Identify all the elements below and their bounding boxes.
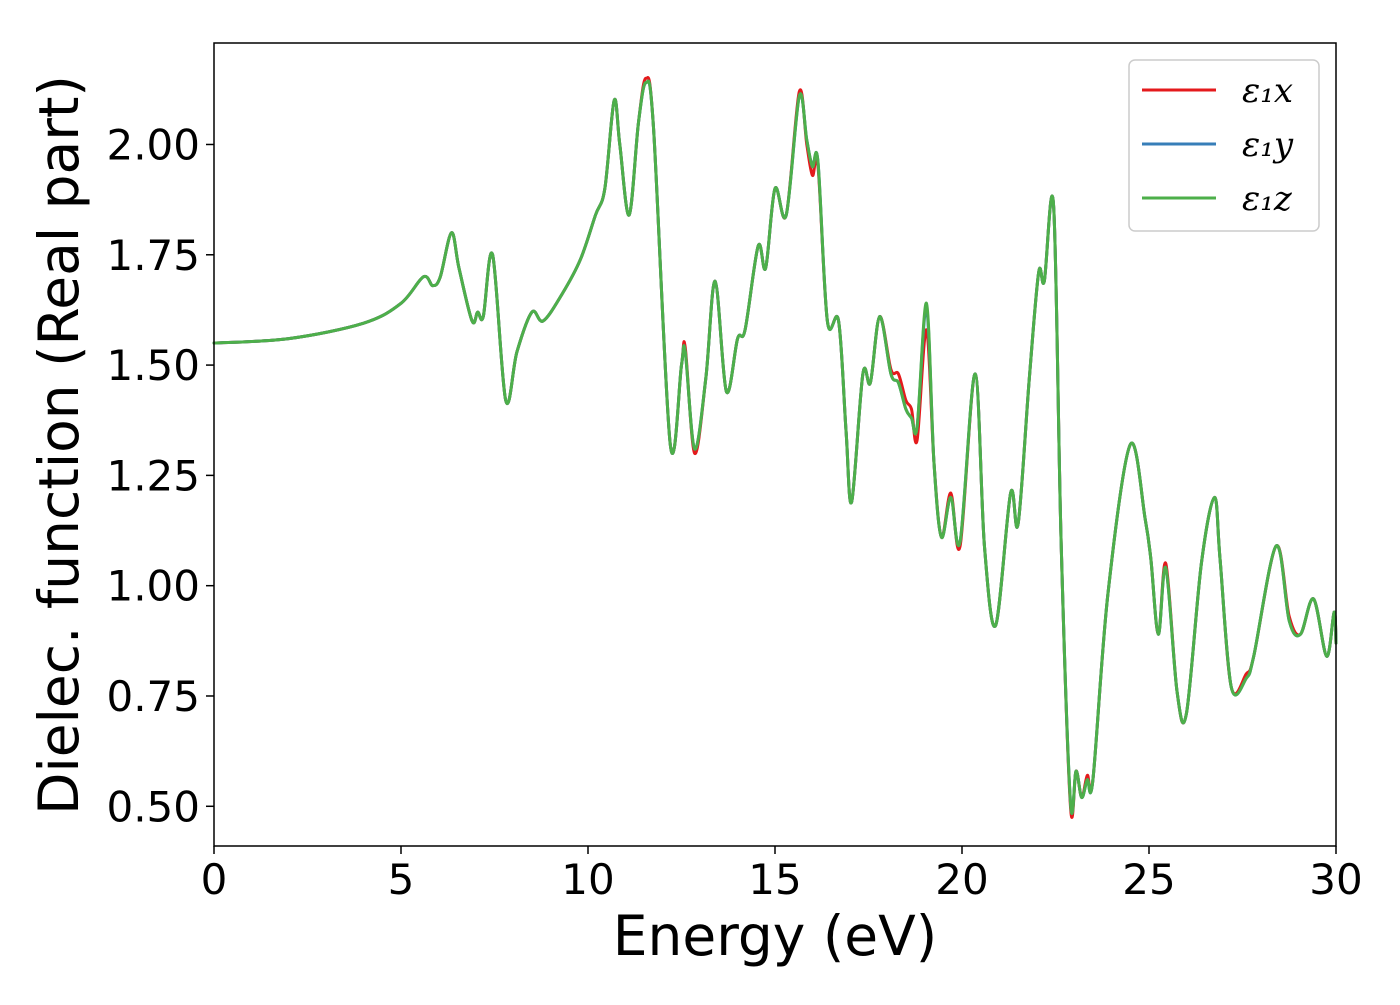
y-tick-label: 0.75 <box>106 672 200 721</box>
y-axis-ticks: 0.50 0.75 1.00 1.25 1.50 1.75 2.00 <box>106 120 214 831</box>
y-tick-label: 2.00 <box>106 120 200 169</box>
x-tick-label: 20 <box>935 855 988 904</box>
y-tick-label: 1.50 <box>106 341 200 390</box>
x-tick-label: 0 <box>201 855 228 904</box>
series-layer <box>212 76 1338 819</box>
x-tick-label: 15 <box>748 855 801 904</box>
x-axis-ticks: 0 5 10 15 20 25 30 <box>201 846 1363 904</box>
y-tick-label: 0.50 <box>106 782 200 831</box>
series-line-3 <box>212 79 1338 815</box>
legend: ε₁x ε₁y ε₁z <box>1128 59 1320 232</box>
x-axis-title: Energy (eV) <box>613 904 937 968</box>
y-tick-label: 1.75 <box>106 231 200 280</box>
x-tick-label: 25 <box>1122 855 1175 904</box>
y-axis-title: Dielec. function (Real part) <box>27 75 91 815</box>
legend-label: ε₁z <box>1242 179 1293 219</box>
x-tick-label: 30 <box>1309 855 1362 904</box>
legend-label: ε₁y <box>1242 125 1294 165</box>
y-tick-label: 1.25 <box>106 451 200 500</box>
x-tick-label: 10 <box>561 855 614 904</box>
legend-frame <box>1128 59 1320 232</box>
legend-entries: ε₁x ε₁y ε₁z <box>1142 71 1294 219</box>
legend-label: ε₁x <box>1242 71 1293 111</box>
x-tick-label: 5 <box>388 855 415 904</box>
y-tick-label: 1.00 <box>106 562 200 611</box>
